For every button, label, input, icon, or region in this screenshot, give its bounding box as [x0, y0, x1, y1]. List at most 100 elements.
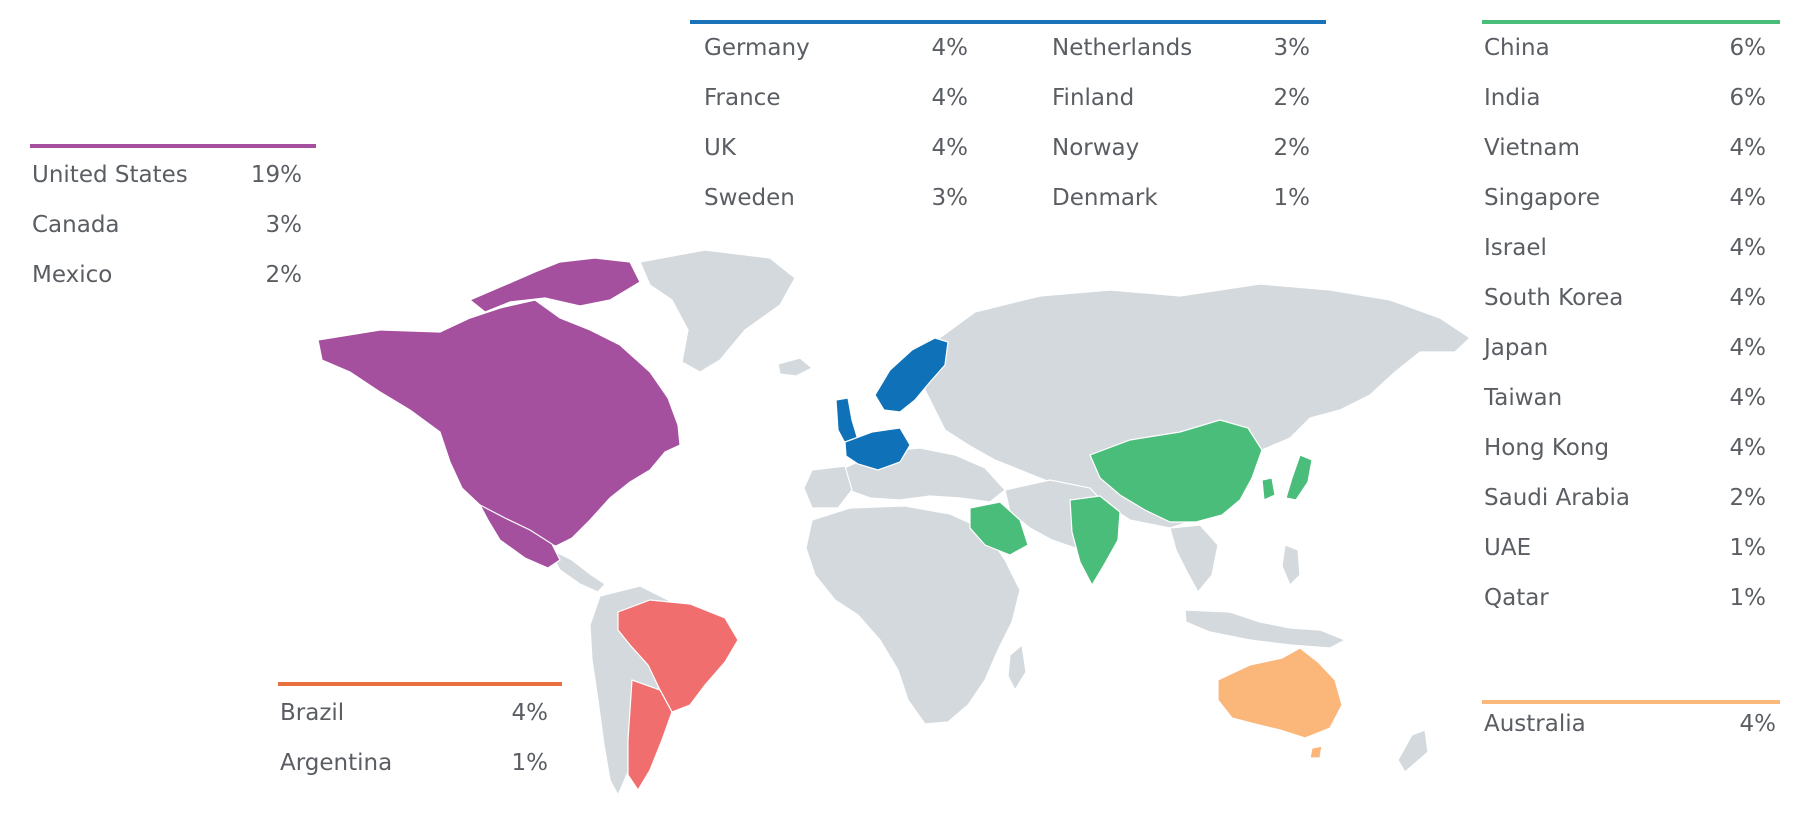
country-name: Hong Kong: [1484, 435, 1610, 461]
china-shape: [1089, 419, 1263, 523]
country-percent: 4%: [511, 700, 549, 726]
country-name: Mexico: [32, 262, 113, 288]
asia-group: China 6% India 6% Vietnam 4% Singapore 4…: [1482, 20, 1780, 611]
country-name: Sweden: [704, 185, 795, 211]
saudi-arabia-shape: [969, 501, 1029, 556]
country-percent: 4%: [1729, 435, 1767, 461]
madagascar-shape: [1007, 643, 1027, 692]
country-name: Japan: [1484, 335, 1549, 361]
list-item: Finland 2%: [1050, 83, 1324, 113]
country-percent: 2%: [1273, 85, 1311, 111]
country-percent: 4%: [931, 135, 969, 161]
country-name: Netherlands: [1052, 35, 1193, 61]
indochina-shape: [1169, 524, 1219, 594]
list-item: Taiwan 4%: [1482, 383, 1780, 413]
south-america-bar: [278, 682, 562, 686]
list-item: Norway 2%: [1050, 133, 1324, 163]
list-item: UK 4%: [702, 133, 982, 163]
country-percent: 2%: [1273, 135, 1311, 161]
country-percent: 1%: [1729, 535, 1767, 561]
indonesia-shape: [1184, 609, 1347, 649]
list-item: South Korea 4%: [1482, 283, 1780, 313]
country-percent: 19%: [250, 162, 302, 188]
europe-column-2: Netherlands 3% Finland 2% Norway 2% Denm…: [1050, 20, 1324, 220]
country-name: Taiwan: [1484, 385, 1563, 411]
india-shape: [1069, 495, 1121, 587]
country-percent: 2%: [1729, 485, 1767, 511]
list-item: Singapore 4%: [1482, 183, 1780, 213]
country-name: UK: [704, 135, 736, 161]
scandinavia-shape: [874, 337, 949, 413]
list-item: United States 19%: [30, 160, 316, 190]
canada-usa-shape: [317, 299, 681, 547]
north-america-region: [317, 257, 681, 569]
list-item: China 6%: [1482, 33, 1780, 63]
list-item: Canada 3%: [30, 210, 316, 240]
country-percent: 4%: [1729, 335, 1767, 361]
mexico-shape: [478, 503, 561, 569]
oceania-bar: [1482, 700, 1780, 704]
country-percent: 4%: [1729, 285, 1767, 311]
list-item: Denmark 1%: [1050, 183, 1324, 213]
list-item: Netherlands 3%: [1050, 33, 1324, 63]
north-america-group: United States 19% Canada 3% Mexico 2%: [30, 144, 316, 288]
list-item: Israel 4%: [1482, 233, 1780, 263]
tasmania-shape: [1309, 745, 1323, 759]
list-item: Japan 4%: [1482, 333, 1780, 363]
country-name: Denmark: [1052, 185, 1158, 211]
list-item: UAE 1%: [1482, 533, 1780, 563]
country-name: Finland: [1052, 85, 1135, 111]
south-america-group: Brazil 4% Argentina 1%: [278, 682, 562, 776]
europe-region: [835, 337, 949, 471]
country-name: China: [1484, 35, 1550, 61]
country-name: Vietnam: [1484, 135, 1580, 161]
country-percent: 1%: [511, 750, 549, 776]
list-item: Sweden 3%: [702, 183, 982, 213]
country-name: Argentina: [280, 750, 393, 776]
country-percent: 4%: [1729, 135, 1767, 161]
country-percent: 6%: [1729, 85, 1767, 111]
list-item: Qatar 1%: [1482, 583, 1780, 613]
europe-bar: [690, 20, 1326, 24]
country-name: France: [704, 85, 781, 111]
oceania-region: [1217, 647, 1343, 759]
france-germany-shape: [844, 427, 911, 471]
country-percent: 4%: [1729, 235, 1767, 261]
country-name: Germany: [704, 35, 810, 61]
country-name: United States: [32, 162, 188, 188]
asia-region: [969, 419, 1313, 587]
africa-shape: [805, 505, 1021, 725]
central-america-shape: [546, 546, 606, 593]
country-percent: 1%: [1729, 585, 1767, 611]
iberia-shape: [803, 465, 853, 509]
list-item: Australia 4%: [1482, 709, 1780, 739]
new-zealand-shape: [1397, 729, 1429, 773]
country-percent: 6%: [1729, 35, 1767, 61]
country-percent: 4%: [1729, 385, 1767, 411]
country-percent: 1%: [1273, 185, 1311, 211]
philippines-shape: [1281, 544, 1301, 587]
south-america-region: [617, 599, 739, 792]
japan-shape: [1285, 454, 1313, 501]
north-america-bar: [30, 144, 316, 148]
country-percent: 3%: [931, 185, 969, 211]
country-name: South Korea: [1484, 285, 1624, 311]
country-name: Singapore: [1484, 185, 1601, 211]
country-percent: 4%: [1739, 711, 1777, 737]
list-item: Brazil 4%: [278, 698, 562, 728]
country-percent: 4%: [1729, 185, 1767, 211]
eurasia-shape: [919, 283, 1471, 529]
country-name: Saudi Arabia: [1484, 485, 1630, 511]
list-item: Germany 4%: [702, 33, 982, 63]
europe-column-1: Germany 4% France 4% UK 4% Sweden 3%: [702, 20, 982, 220]
list-item: Vietnam 4%: [1482, 133, 1780, 163]
brazil-shape: [617, 599, 739, 713]
country-name: UAE: [1484, 535, 1532, 561]
country-name: Brazil: [280, 700, 345, 726]
country-name: Qatar: [1484, 585, 1549, 611]
list-item: Saudi Arabia 2%: [1482, 483, 1780, 513]
oceania-group: Australia 4%: [1482, 700, 1780, 737]
country-percent: 4%: [931, 35, 969, 61]
country-percent: 4%: [931, 85, 969, 111]
